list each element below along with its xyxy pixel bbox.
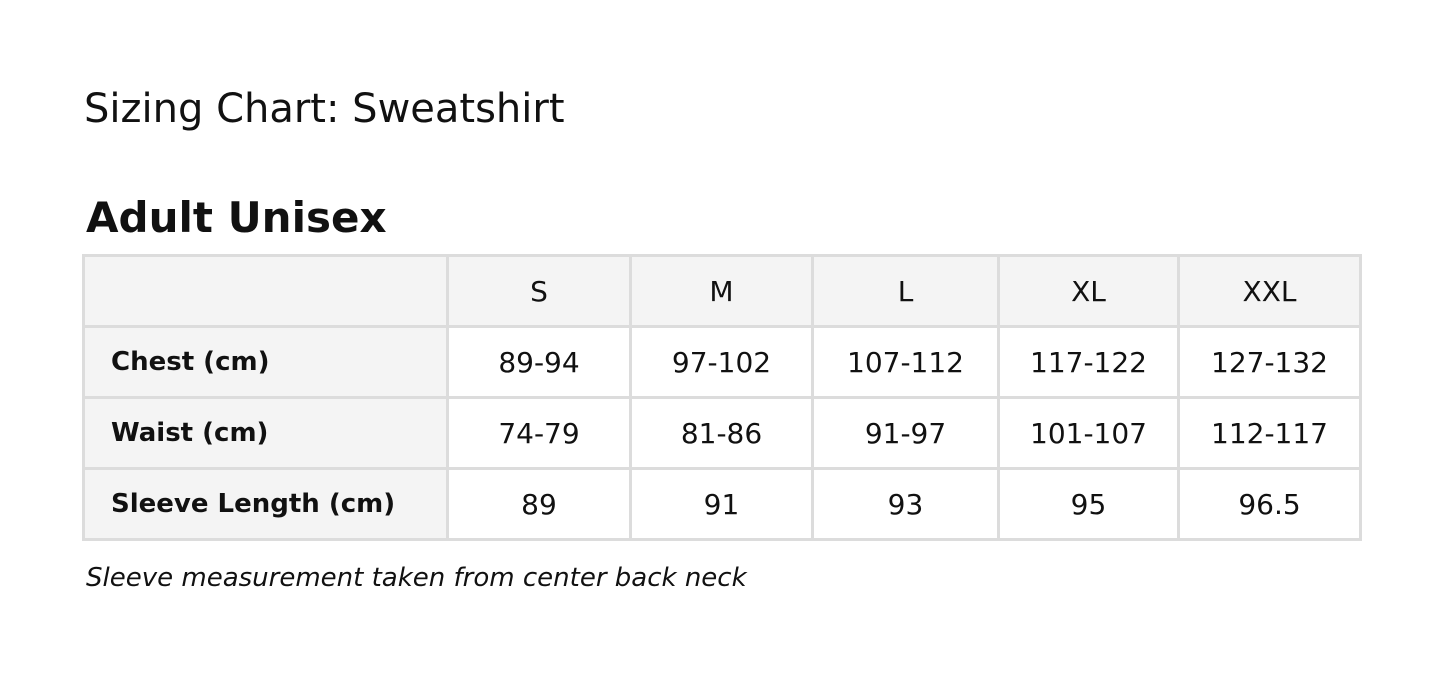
page-title: Sizing Chart: Sweatshirt: [84, 86, 565, 132]
table-row: Waist (cm) 74-79 81-86 91-97 101-107 112…: [82, 396, 1362, 470]
size-header: L: [811, 254, 1000, 328]
table-cell: 74-79: [446, 396, 632, 470]
table-cell: 95: [997, 467, 1180, 541]
table-cell: 81-86: [629, 396, 814, 470]
table-cell: 89: [446, 467, 632, 541]
table-row: Chest (cm) 89-94 97-102 107-112 117-122 …: [82, 325, 1362, 399]
table-cell: 117-122: [997, 325, 1180, 399]
table-cell: 112-117: [1177, 396, 1362, 470]
table-cell: 93: [811, 467, 1000, 541]
table-cell: 97-102: [629, 325, 814, 399]
row-label: Waist (cm): [82, 396, 449, 470]
footnote: Sleeve measurement taken from center bac…: [86, 563, 747, 593]
section-subtitle: Adult Unisex: [86, 193, 387, 242]
table-cell: 96.5: [1177, 467, 1362, 541]
corner-cell: [82, 254, 449, 328]
size-header: XXL: [1177, 254, 1362, 328]
table-cell: 107-112: [811, 325, 1000, 399]
row-label: Chest (cm): [82, 325, 449, 399]
table-cell: 91-97: [811, 396, 1000, 470]
table-cell: 89-94: [446, 325, 632, 399]
table-cell: 127-132: [1177, 325, 1362, 399]
size-header: S: [446, 254, 632, 328]
size-header: XL: [997, 254, 1180, 328]
header-row: S M L XL XXL: [82, 254, 1362, 328]
size-table: S M L XL XXL Chest (cm) 89-94 97-102 107…: [82, 254, 1362, 541]
table-cell: 91: [629, 467, 814, 541]
size-header: M: [629, 254, 814, 328]
row-label: Sleeve Length (cm): [82, 467, 449, 541]
table-row: Sleeve Length (cm) 89 91 93 95 96.5: [82, 467, 1362, 541]
table-cell: 101-107: [997, 396, 1180, 470]
